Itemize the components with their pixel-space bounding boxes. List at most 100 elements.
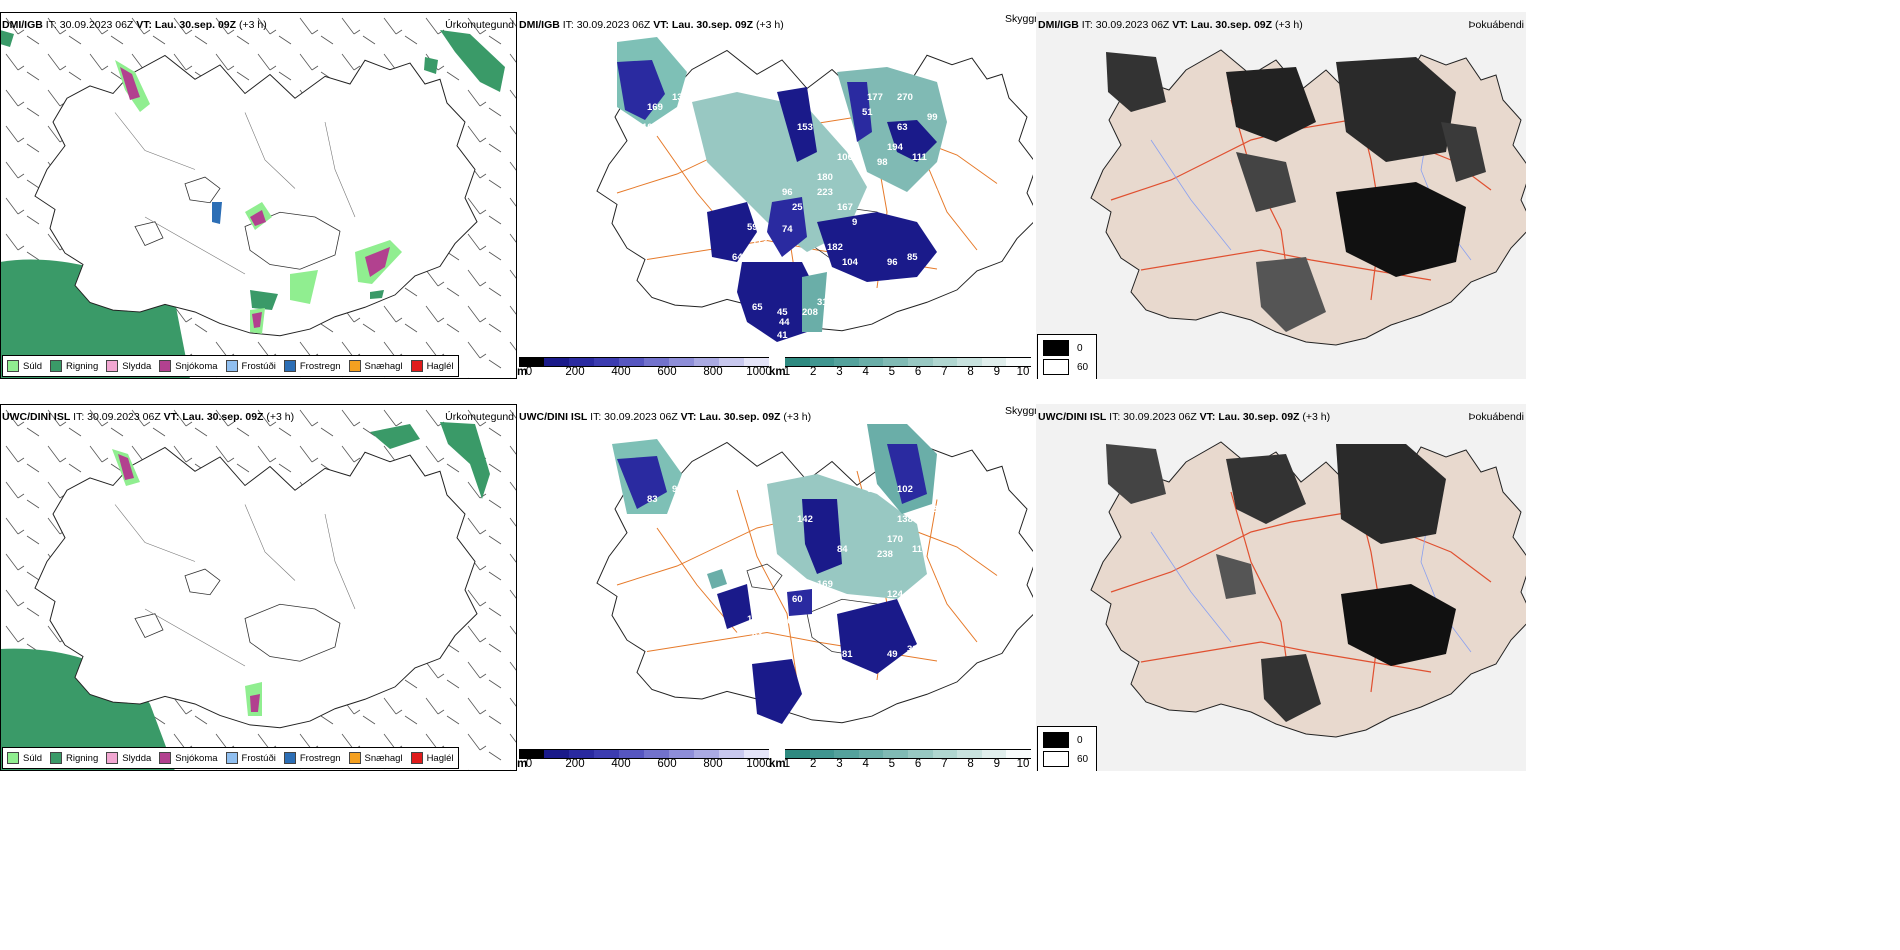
- fog-swatch: [1043, 340, 1069, 356]
- panel-title: Þokuábendi: [1468, 411, 1524, 423]
- fog-legend: 0 60: [1037, 334, 1097, 379]
- cloud-base-label: 85: [907, 252, 918, 263]
- cloud-base-label: 131: [672, 92, 688, 103]
- colorbar-segment: [785, 749, 810, 759]
- cloud-base-label: 74: [782, 224, 793, 235]
- precip-type-panel-uwc: UWC/DINI ISL IT: 30.09.2023 06Z VT: Lau.…: [0, 404, 517, 771]
- precip-legend-label: Snæhagl: [364, 360, 403, 372]
- valid-time: VT: Lau. 30.sep. 09Z: [136, 19, 237, 31]
- cloud-base-label: 49: [887, 649, 898, 660]
- cloud-base-label: 169: [647, 102, 663, 113]
- precip-legend-label: Slydda: [122, 360, 152, 372]
- cloud-base-label: 41: [777, 330, 788, 341]
- precip-legend-item: Frostúði: [225, 752, 276, 764]
- colorbar-tick-label: 0: [525, 366, 533, 378]
- precip-legend-swatch: [159, 360, 172, 372]
- precip-legend-label: Súld: [23, 360, 43, 372]
- cloud-base-label: 111: [912, 152, 927, 163]
- fog-legend-row: 60: [1043, 751, 1088, 767]
- cloud-base-label: 31: [817, 297, 828, 308]
- cloud-base-label: 96: [782, 187, 793, 198]
- cloud-base-label: 53: [667, 132, 678, 143]
- init-time: IT: 30.09.2023 06Z: [1109, 411, 1197, 423]
- cloud-base-label: 101: [642, 122, 658, 133]
- precip-legend-swatch: [106, 360, 119, 372]
- cloud-base-label: 84: [837, 544, 848, 555]
- model-name: UWC/DINI ISL: [2, 411, 71, 423]
- colorbar-segment: [883, 357, 908, 367]
- lead-time: (+3 h): [783, 411, 812, 423]
- precip-legend-label: Snjókoma: [175, 752, 218, 764]
- colorbar-segment: [907, 357, 933, 367]
- visibility-unit: km: [769, 758, 786, 770]
- cloud-base-label: 130: [927, 504, 943, 515]
- precip-legend-label: Frostregn: [299, 360, 341, 372]
- colorbar-segment: [907, 749, 933, 759]
- precip-legend-item: Haglél: [410, 752, 454, 764]
- colorbar-tick-label: 9: [993, 366, 1000, 378]
- cloud-visibility-map-uwc: [596, 424, 1033, 724]
- colorbar-tick-label: 0: [525, 758, 533, 770]
- precip-legend-swatch: [283, 360, 296, 372]
- precip-legend-label: Frostúði: [241, 360, 276, 372]
- fog-indicator-map-dmi: [1036, 12, 1526, 379]
- precip-type-map-uwc: [0, 404, 517, 771]
- colorbar-segment: [957, 749, 982, 759]
- colorbar-segment: [669, 357, 694, 367]
- colorbar-tick-label: 6: [914, 366, 922, 378]
- precip-legend-swatch: [50, 360, 63, 372]
- cloud-base-colorbar: [519, 357, 769, 367]
- precip-legend-label: Súld: [23, 752, 43, 764]
- init-time: IT: 30.09.2023 06Z: [45, 19, 134, 31]
- colorbar-tick-label: 200: [565, 366, 585, 378]
- cloud-base-label: 59: [747, 222, 758, 233]
- colorbar-tick-label: 7: [941, 366, 948, 378]
- cloud-base-label: 167: [837, 202, 853, 213]
- precip-type-legend: Súld Rigning Slydda Snjókoma Frostúði Frostre…: [2, 355, 459, 377]
- precip-legend-label: Snæhagl: [364, 752, 403, 764]
- cloud-base-label: 95: [867, 484, 878, 495]
- colorbar-segment: [981, 749, 1007, 759]
- cloud-base-label: 97: [672, 484, 683, 495]
- cloud-base-label: 102: [897, 484, 913, 495]
- cloud-base-label: 60: [677, 504, 688, 515]
- cloud-base-label: 64: [732, 252, 743, 263]
- precip-legend-label: Snjókoma: [175, 360, 218, 372]
- init-time: IT: 30.09.2023 06Z: [562, 19, 651, 31]
- cloud-base-label: 105: [937, 162, 953, 173]
- valid-time: VT: Lau. 30.sep. 09Z: [680, 411, 781, 423]
- cloud-base-label: 208: [802, 307, 818, 318]
- panel-header: DMI/IGB IT: 30.09.2023 06Z VT: Lau. 30.s…: [2, 19, 267, 31]
- colorbar-segment: [932, 357, 958, 367]
- cloud-base-label: 65: [752, 302, 763, 313]
- fog-swatch: [1043, 359, 1069, 375]
- colorbar-tick-label: 6: [914, 758, 922, 770]
- colorbar-segment: [957, 357, 982, 367]
- colorbar-segment: [834, 357, 859, 367]
- precip-legend-swatch: [7, 752, 19, 764]
- fog-legend-label: 0: [1077, 342, 1083, 354]
- cloud-base-label: 25: [792, 202, 803, 213]
- colorbar-tick-label: 10: [1016, 758, 1030, 770]
- precip-legend-swatch: [348, 752, 361, 764]
- colorbar-segment: [719, 749, 744, 759]
- panel-header: DMI/IGB IT: 30.09.2023 06Z VT: Lau. 30.s…: [1038, 19, 1303, 31]
- cloud-base-label: 142: [797, 514, 813, 525]
- fog-legend-label: 0: [1077, 734, 1083, 746]
- panel-title: Þokuábendi: [1468, 19, 1524, 31]
- precip-legend-item: Slydda: [106, 752, 151, 764]
- cloud-base-label: 270: [897, 92, 913, 103]
- colorbar-tick-label: 1000: [746, 366, 772, 378]
- colorbar-tick-label: 7: [941, 758, 948, 770]
- colorbar-tick-label: 5: [888, 758, 896, 770]
- fog-legend-row: 0: [1043, 340, 1083, 356]
- colorbar-tick-label: 400: [611, 758, 631, 770]
- panel-title: Úrkomutegund: [445, 411, 514, 423]
- colorbar-segment: [519, 357, 544, 367]
- model-name: DMI/IGB: [519, 19, 560, 31]
- map-frame: [0, 404, 517, 771]
- colorbar-segment: [858, 749, 884, 759]
- fog-swatch: [1043, 732, 1069, 748]
- colorbar-tick-label: 4: [862, 366, 869, 378]
- cloud-base-label: 113: [752, 237, 768, 248]
